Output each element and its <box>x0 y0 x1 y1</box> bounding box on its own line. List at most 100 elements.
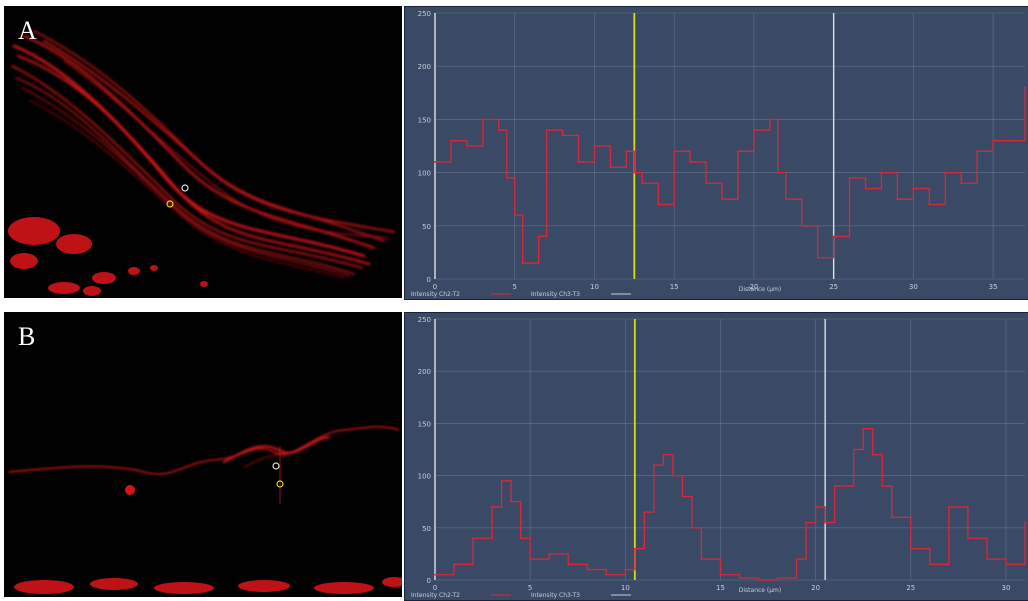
data-point <box>792 198 795 201</box>
series-line-intensity <box>435 427 1026 581</box>
x-tick-label: 30 <box>909 283 918 291</box>
y-tick-label: 150 <box>418 116 431 124</box>
data-point <box>928 203 931 206</box>
data-point <box>567 563 570 566</box>
y-tick-label: 250 <box>418 316 431 324</box>
data-point <box>641 182 644 185</box>
data-point <box>673 150 676 153</box>
data-point <box>976 150 979 153</box>
data-point <box>737 150 739 153</box>
data-point <box>672 474 674 477</box>
plot-background <box>405 7 1028 299</box>
data-point <box>491 506 493 508</box>
data-point <box>497 129 500 131</box>
x-tick-label: 20 <box>749 283 758 291</box>
chart-a-svg: 0 50 100 150 200 250 0 5 10 15 20 25 30 35 Distance (µ… <box>405 7 1028 299</box>
x-tick-label: 25 <box>906 584 915 592</box>
data-point <box>738 577 741 579</box>
data-point <box>652 464 655 467</box>
legend-label: Intensity Ch2-T2 <box>411 592 460 599</box>
data-point <box>909 547 912 550</box>
data-point <box>500 479 503 482</box>
data-point <box>1008 139 1010 142</box>
data-point <box>510 500 513 503</box>
x-tick-label: 5 <box>512 283 516 291</box>
y-tick-label: 250 <box>418 10 431 18</box>
data-point <box>1024 86 1026 89</box>
data-point <box>472 537 474 540</box>
data-point <box>434 573 436 576</box>
data-point <box>605 573 608 576</box>
data-point <box>944 171 947 174</box>
data-point <box>719 573 722 576</box>
x-tick-label: 35 <box>989 283 998 291</box>
data-point <box>881 485 884 487</box>
data-point <box>481 118 484 121</box>
legend-label: Intensity Ch3-T3 <box>531 592 580 599</box>
legend-label: Intensity Ch3-T3 <box>531 291 580 298</box>
y-tick-label: 50 <box>422 525 431 533</box>
micrograph-b: B <box>4 312 402 597</box>
x-tick-label: 10 <box>621 584 630 592</box>
data-point <box>832 235 835 238</box>
data-point <box>880 171 883 174</box>
data-point <box>450 139 452 142</box>
data-point <box>434 161 436 163</box>
data-point <box>795 558 798 561</box>
data-point <box>928 563 931 566</box>
data-point <box>513 214 516 217</box>
data-point <box>1005 563 1007 566</box>
data-point <box>967 537 969 540</box>
x-tick-label: 15 <box>670 283 679 291</box>
micrograph-a-image <box>8 30 396 296</box>
x-tick-label: 15 <box>716 584 725 592</box>
data-point <box>852 448 855 451</box>
data-point <box>633 547 636 550</box>
data-point <box>784 198 787 201</box>
x-tick-label: 20 <box>811 584 820 592</box>
data-point <box>871 453 874 456</box>
legend-label: Intensity Ch2-T2 <box>411 291 460 298</box>
plot-background <box>405 313 1028 600</box>
data-point <box>529 558 532 561</box>
data-point <box>625 150 628 153</box>
data-point <box>986 558 988 561</box>
data-point <box>896 198 899 201</box>
micrograph-a: A <box>4 6 402 298</box>
data-point <box>643 511 646 514</box>
data-point <box>912 187 915 190</box>
data-point <box>505 177 508 179</box>
data-point <box>624 568 627 571</box>
y-tick-label: 100 <box>418 170 431 178</box>
panel-label-b: B <box>18 322 36 351</box>
x-tick-label: 25 <box>829 283 838 291</box>
data-point <box>662 453 665 456</box>
data-point <box>593 145 596 147</box>
data-point <box>824 256 827 259</box>
y-tick-label: 50 <box>422 223 431 231</box>
chart-b-svg: 0 50 100 150 200 250 0 5 10 15 20 25 30 Distance (µm)… <box>405 313 1028 600</box>
y-tick-label: 150 <box>418 420 431 428</box>
data-point <box>800 224 803 227</box>
data-point <box>947 506 950 508</box>
data-point <box>862 427 865 430</box>
x-axis-label: Distance (µm) <box>739 286 782 293</box>
x-tick-label: 10 <box>590 283 599 291</box>
data-point <box>521 262 524 264</box>
panel-label-a: A <box>18 16 37 45</box>
y-tick-label: 0 <box>427 276 431 284</box>
data-point <box>561 134 564 137</box>
data-point <box>586 568 589 571</box>
data-point <box>705 182 707 185</box>
data-point <box>689 161 692 163</box>
data-point <box>776 171 779 174</box>
data-point <box>519 537 522 540</box>
data-point <box>833 485 836 487</box>
micrograph-b-image <box>8 426 402 594</box>
data-point <box>545 129 548 131</box>
data-point <box>700 558 703 561</box>
x-tick-label: 30 <box>1002 584 1011 592</box>
y-tick-label: 200 <box>418 368 431 376</box>
data-point <box>1024 521 1026 524</box>
x-tick-label: 0 <box>433 584 437 592</box>
